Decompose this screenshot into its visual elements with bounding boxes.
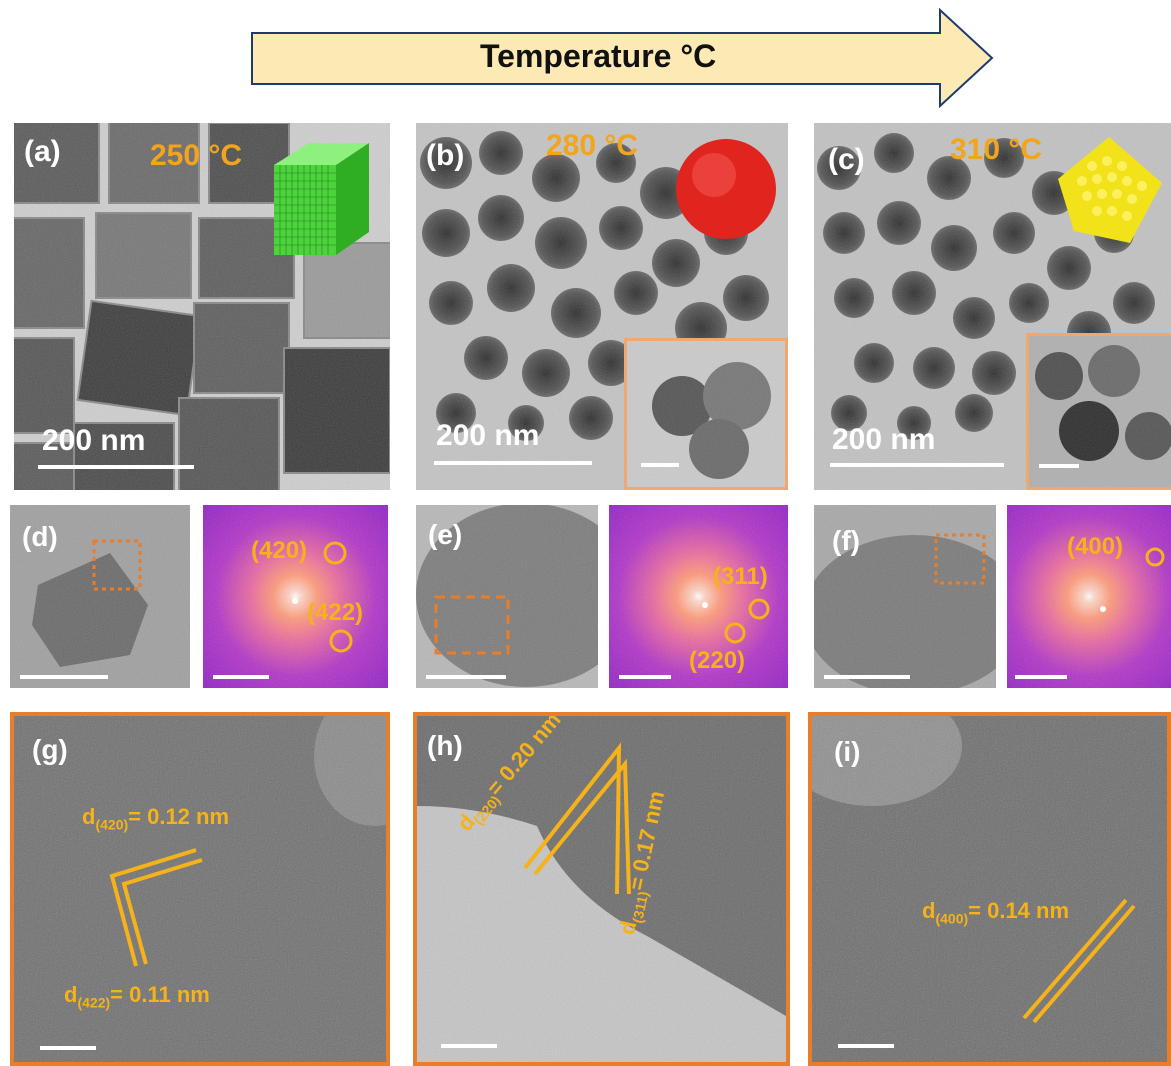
panel-label: (e) [428, 519, 463, 550]
fft-panel-f: (400) [1007, 505, 1171, 688]
scale-bar [40, 1046, 96, 1050]
scale-bar-label: 200 nm [42, 424, 146, 457]
scale-bar [38, 465, 194, 469]
hrtem-panel-f: (f) [814, 505, 996, 688]
hrtem-panel-e: (e) [416, 505, 598, 688]
panel-label: (g) [32, 734, 68, 765]
d-spacing-label: d(400)= 0.14 nm [922, 898, 1070, 927]
inset-scale-bar [1039, 464, 1079, 468]
fft-spot-label: (311) [713, 563, 768, 590]
temperature-arrow-label: Temperature °C [480, 38, 717, 74]
sphere-model-icon [676, 139, 776, 239]
d-spacing-label: d(420)= 0.12 nm [82, 804, 230, 833]
scale-bar-label: 200 nm [832, 423, 936, 456]
tem-panel-a: (a) 250 °C 200 nm [14, 123, 390, 490]
octahedron-model-icon [1058, 137, 1162, 243]
magnified-inset [624, 338, 788, 490]
fft-panel-d: (420) (422) [203, 505, 388, 688]
scale-bar [1015, 675, 1067, 679]
cube-model-icon [274, 143, 369, 255]
panel-label: (d) [22, 521, 58, 552]
scale-bar [20, 675, 108, 679]
panel-label: (h) [427, 730, 463, 761]
scale-bar [619, 675, 671, 679]
scale-bar [426, 675, 506, 679]
hrtem-panel-d: (d) [10, 505, 190, 688]
fft-panel-e: (311) (220) [609, 505, 788, 688]
panel-label: (c) [828, 143, 865, 176]
fft-spot-label: (400) [1067, 533, 1124, 560]
tem-panel-b: (b) 280 °C 200 nm [416, 123, 788, 490]
fft-spot-label: (220) [689, 647, 746, 674]
d-spacing-label: d(422)= 0.11 nm [64, 982, 210, 1011]
panel-label: (a) [24, 135, 61, 168]
lattice-fringe-lines [109, 848, 203, 967]
magnified-inset [1026, 333, 1171, 490]
panel-label: (f) [832, 525, 860, 556]
fft-spot-marker [748, 598, 770, 620]
temperature-label: 280 °C [546, 129, 639, 162]
hrtem-lattice-panel-i: (i) d(400)= 0.14 nm [808, 712, 1171, 1066]
lattice-fringe-lines [1022, 898, 1136, 1024]
scale-bar [838, 1044, 894, 1048]
panel-label: (b) [426, 139, 465, 172]
temperature-label: 310 °C [950, 133, 1043, 166]
scale-bar [824, 675, 910, 679]
scale-bar-label: 200 nm [436, 419, 540, 452]
fft-spot-marker [329, 629, 353, 653]
hrtem-lattice-panel-g: (g) d(420)= 0.12 nm d(422)= 0.11 nm [10, 712, 390, 1066]
fft-spot-label: (420) [251, 537, 308, 564]
tem-panel-c: (c) 310 °C 200 nm [814, 123, 1171, 490]
scale-bar [830, 463, 1004, 467]
scale-bar [434, 461, 592, 465]
hrtem-lattice-panel-h: (h) d(220)= 0.20 nm d(311)= 0.17 nm [413, 712, 790, 1066]
scale-bar [213, 675, 269, 679]
temperature-label: 250 °C [150, 139, 243, 172]
temperature-arrow [251, 8, 994, 108]
fft-spot-marker [323, 541, 347, 565]
fft-spot-marker [1145, 547, 1165, 567]
inset-scale-bar [641, 463, 679, 467]
fft-spot-marker [724, 622, 746, 644]
scale-bar [441, 1044, 497, 1048]
fft-spot-label: (422) [307, 599, 364, 626]
lattice-fringe-lines [523, 742, 631, 895]
panel-label: (i) [834, 736, 861, 767]
